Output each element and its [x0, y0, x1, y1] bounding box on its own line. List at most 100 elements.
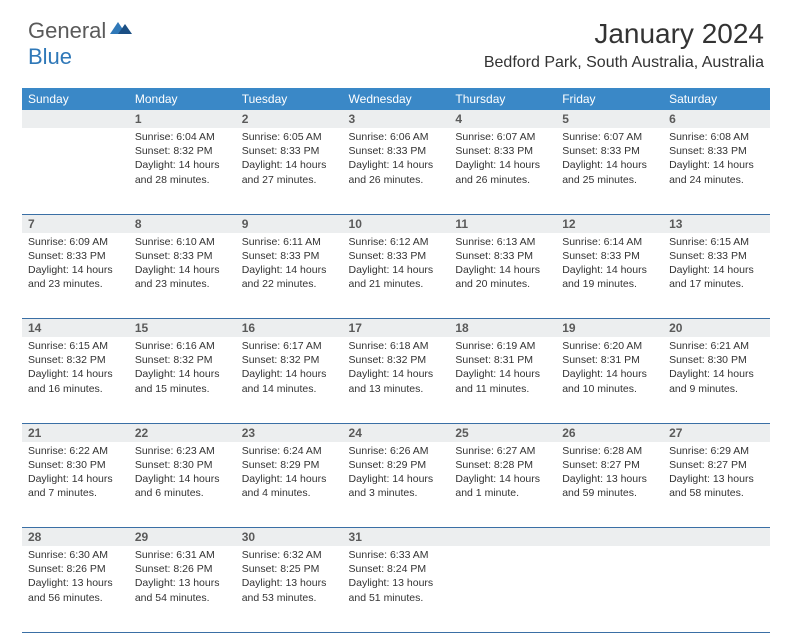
daylight-text: Daylight: 14 hours and 28 minutes.	[135, 158, 230, 186]
sunrise-text: Sunrise: 6:08 AM	[669, 130, 764, 144]
day-number	[556, 528, 663, 547]
sunrise-text: Sunrise: 6:28 AM	[562, 444, 657, 458]
weekday-header: Sunday	[22, 88, 129, 110]
daylight-text: Daylight: 14 hours and 17 minutes.	[669, 263, 764, 291]
sunset-text: Sunset: 8:33 PM	[455, 249, 550, 263]
sunset-text: Sunset: 8:33 PM	[242, 144, 337, 158]
daylight-text: Daylight: 14 hours and 14 minutes.	[242, 367, 337, 395]
sunrise-text: Sunrise: 6:33 AM	[349, 548, 444, 562]
daylight-text: Daylight: 14 hours and 26 minutes.	[455, 158, 550, 186]
day-number	[663, 528, 770, 547]
sunset-text: Sunset: 8:33 PM	[135, 249, 230, 263]
day-cell: Sunrise: 6:29 AMSunset: 8:27 PMDaylight:…	[663, 442, 770, 528]
sunrise-text: Sunrise: 6:04 AM	[135, 130, 230, 144]
day-cell: Sunrise: 6:07 AMSunset: 8:33 PMDaylight:…	[556, 128, 663, 214]
daylight-text: Daylight: 14 hours and 23 minutes.	[135, 263, 230, 291]
day-cell	[556, 546, 663, 632]
logo-text-blue: Blue	[28, 44, 72, 69]
daylight-text: Daylight: 14 hours and 20 minutes.	[455, 263, 550, 291]
sunset-text: Sunset: 8:27 PM	[669, 458, 764, 472]
day-cell: Sunrise: 6:28 AMSunset: 8:27 PMDaylight:…	[556, 442, 663, 528]
sunrise-text: Sunrise: 6:16 AM	[135, 339, 230, 353]
week-row: Sunrise: 6:22 AMSunset: 8:30 PMDaylight:…	[22, 442, 770, 528]
sunset-text: Sunset: 8:33 PM	[562, 249, 657, 263]
sunset-text: Sunset: 8:33 PM	[349, 249, 444, 263]
sunset-text: Sunset: 8:32 PM	[135, 353, 230, 367]
sunset-text: Sunset: 8:26 PM	[135, 562, 230, 576]
sunrise-text: Sunrise: 6:19 AM	[455, 339, 550, 353]
daynum-row: 14151617181920	[22, 319, 770, 338]
sunrise-text: Sunrise: 6:18 AM	[349, 339, 444, 353]
day-cell: Sunrise: 6:27 AMSunset: 8:28 PMDaylight:…	[449, 442, 556, 528]
day-cell: Sunrise: 6:18 AMSunset: 8:32 PMDaylight:…	[343, 337, 450, 423]
day-cell: Sunrise: 6:22 AMSunset: 8:30 PMDaylight:…	[22, 442, 129, 528]
day-cell: Sunrise: 6:32 AMSunset: 8:25 PMDaylight:…	[236, 546, 343, 632]
day-cell: Sunrise: 6:30 AMSunset: 8:26 PMDaylight:…	[22, 546, 129, 632]
day-cell: Sunrise: 6:15 AMSunset: 8:33 PMDaylight:…	[663, 233, 770, 319]
day-cell: Sunrise: 6:11 AMSunset: 8:33 PMDaylight:…	[236, 233, 343, 319]
day-number: 3	[343, 110, 450, 128]
daylight-text: Daylight: 14 hours and 25 minutes.	[562, 158, 657, 186]
day-number: 30	[236, 528, 343, 547]
daylight-text: Daylight: 14 hours and 21 minutes.	[349, 263, 444, 291]
week-row: Sunrise: 6:04 AMSunset: 8:32 PMDaylight:…	[22, 128, 770, 214]
day-cell	[449, 546, 556, 632]
daylight-text: Daylight: 13 hours and 54 minutes.	[135, 576, 230, 604]
day-number: 22	[129, 423, 236, 442]
sunrise-text: Sunrise: 6:13 AM	[455, 235, 550, 249]
day-cell: Sunrise: 6:14 AMSunset: 8:33 PMDaylight:…	[556, 233, 663, 319]
day-cell: Sunrise: 6:19 AMSunset: 8:31 PMDaylight:…	[449, 337, 556, 423]
sunrise-text: Sunrise: 6:24 AM	[242, 444, 337, 458]
sunrise-text: Sunrise: 6:07 AM	[562, 130, 657, 144]
day-number: 31	[343, 528, 450, 547]
day-cell: Sunrise: 6:20 AMSunset: 8:31 PMDaylight:…	[556, 337, 663, 423]
sunrise-text: Sunrise: 6:29 AM	[669, 444, 764, 458]
daylight-text: Daylight: 14 hours and 9 minutes.	[669, 367, 764, 395]
sunset-text: Sunset: 8:32 PM	[349, 353, 444, 367]
day-number: 20	[663, 319, 770, 338]
week-row: Sunrise: 6:15 AMSunset: 8:32 PMDaylight:…	[22, 337, 770, 423]
sunrise-text: Sunrise: 6:06 AM	[349, 130, 444, 144]
day-number: 11	[449, 214, 556, 233]
day-number: 8	[129, 214, 236, 233]
sunset-text: Sunset: 8:33 PM	[242, 249, 337, 263]
weekday-header: Monday	[129, 88, 236, 110]
daylight-text: Daylight: 14 hours and 26 minutes.	[349, 158, 444, 186]
daylight-text: Daylight: 14 hours and 23 minutes.	[28, 263, 123, 291]
daylight-text: Daylight: 14 hours and 4 minutes.	[242, 472, 337, 500]
daynum-row: 78910111213	[22, 214, 770, 233]
day-number: 25	[449, 423, 556, 442]
sunrise-text: Sunrise: 6:23 AM	[135, 444, 230, 458]
day-number: 24	[343, 423, 450, 442]
daylight-text: Daylight: 14 hours and 10 minutes.	[562, 367, 657, 395]
sunrise-text: Sunrise: 6:32 AM	[242, 548, 337, 562]
day-number: 4	[449, 110, 556, 128]
day-number: 6	[663, 110, 770, 128]
day-cell: Sunrise: 6:04 AMSunset: 8:32 PMDaylight:…	[129, 128, 236, 214]
daylight-text: Daylight: 13 hours and 59 minutes.	[562, 472, 657, 500]
sunset-text: Sunset: 8:33 PM	[669, 144, 764, 158]
day-number: 5	[556, 110, 663, 128]
sunrise-text: Sunrise: 6:22 AM	[28, 444, 123, 458]
sunset-text: Sunset: 8:32 PM	[28, 353, 123, 367]
day-cell: Sunrise: 6:23 AMSunset: 8:30 PMDaylight:…	[129, 442, 236, 528]
logo-blue-wrap: Blue	[28, 44, 72, 70]
day-cell: Sunrise: 6:33 AMSunset: 8:24 PMDaylight:…	[343, 546, 450, 632]
day-number: 1	[129, 110, 236, 128]
day-number: 23	[236, 423, 343, 442]
sunrise-text: Sunrise: 6:31 AM	[135, 548, 230, 562]
day-number	[449, 528, 556, 547]
weekday-header: Friday	[556, 88, 663, 110]
day-number: 9	[236, 214, 343, 233]
sunset-text: Sunset: 8:25 PM	[242, 562, 337, 576]
day-cell: Sunrise: 6:05 AMSunset: 8:33 PMDaylight:…	[236, 128, 343, 214]
day-cell	[22, 128, 129, 214]
day-number: 7	[22, 214, 129, 233]
sunrise-text: Sunrise: 6:27 AM	[455, 444, 550, 458]
daylight-text: Daylight: 14 hours and 15 minutes.	[135, 367, 230, 395]
sunrise-text: Sunrise: 6:12 AM	[349, 235, 444, 249]
day-cell: Sunrise: 6:16 AMSunset: 8:32 PMDaylight:…	[129, 337, 236, 423]
sunset-text: Sunset: 8:29 PM	[349, 458, 444, 472]
sunset-text: Sunset: 8:28 PM	[455, 458, 550, 472]
day-number: 10	[343, 214, 450, 233]
